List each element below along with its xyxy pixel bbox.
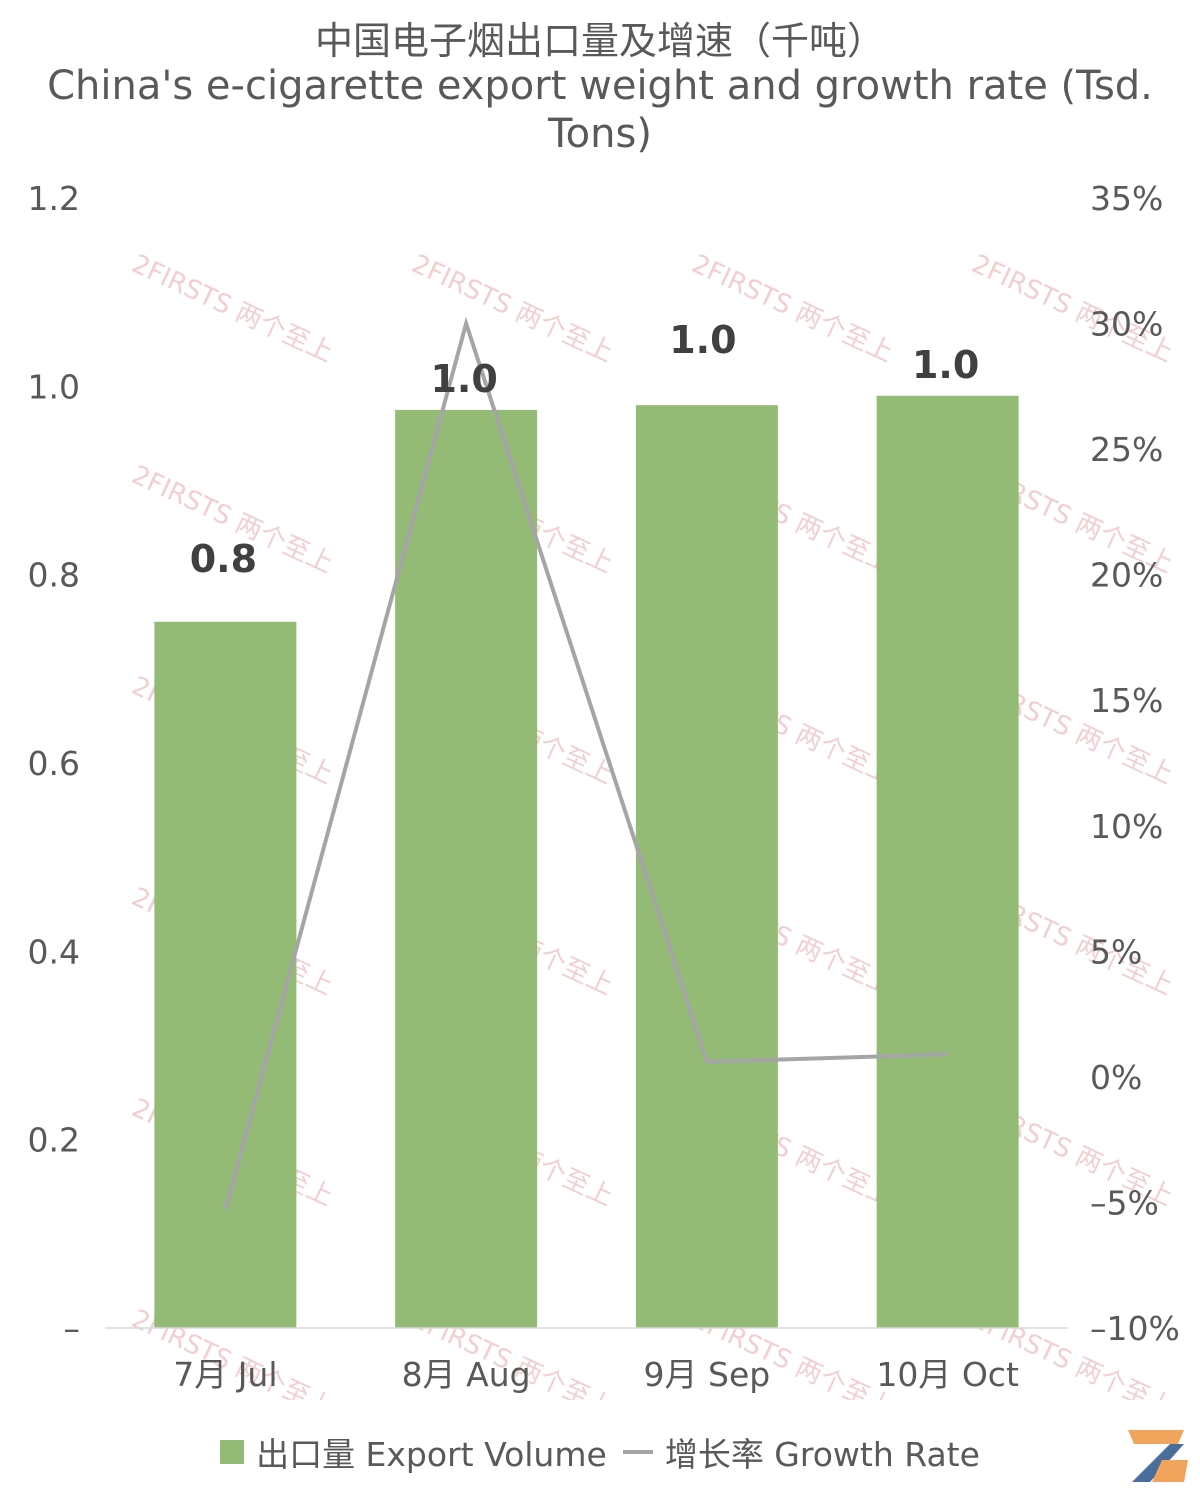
legend-bar-swatch <box>220 1440 245 1464</box>
data-labels: 0.8 1.0 1.0 1.0 <box>190 318 980 581</box>
right-axis: –10% –5% 0% 5% 10% 15% 20% 25% 30% 35% <box>1090 179 1180 1348</box>
y-right-tick-label-4: 10% <box>1090 807 1163 846</box>
x-tick-label-0: 7月 Jul <box>173 1355 277 1394</box>
growth-rate-line <box>223 316 948 1211</box>
y-right-tick-label-6: 20% <box>1090 556 1163 595</box>
y-right-tick-label-7: 25% <box>1090 430 1163 469</box>
y-left-tick-label-0: – <box>64 1309 81 1348</box>
bar-data-label-1: 1.0 <box>430 357 497 401</box>
y-right-tick-label-3: 5% <box>1090 932 1142 971</box>
y-right-tick-label-0: –10% <box>1090 1309 1180 1348</box>
brand-logo-icon <box>1128 1430 1188 1482</box>
legend-item-export-volume[interactable]: 出口量 Export Volume <box>220 1428 607 1476</box>
bar-1 <box>395 409 538 1328</box>
chart-title-en: China's e-cigarette export weight and gr… <box>47 63 1153 157</box>
x-tick-label-1: 8月 Aug <box>402 1355 531 1394</box>
legend-label-growth-rate: 增长率 Growth Rate <box>664 1435 980 1474</box>
legend-label-export-volume: 出口量 Export Volume <box>256 1435 607 1474</box>
x-tick-label-2: 9月 Sep <box>644 1355 771 1394</box>
bar-data-label-0: 0.8 <box>190 537 257 581</box>
y-right-tick-label-1: –5% <box>1090 1183 1159 1222</box>
y-left-tick-label-5: 1.0 <box>28 367 80 406</box>
line-series <box>223 316 948 1211</box>
y-right-tick-label-2: 0% <box>1090 1058 1142 1097</box>
chart-canvas: 2FIRSTS 两个至上 2FIRSTS 两个至上 2FIRSTS 两个至上 2FIR… <box>28 179 1180 1400</box>
x-axis: 7月 Jul 8月 Aug 9月 Sep 10月 Oct <box>105 1327 1068 1394</box>
legend: 出口量 Export Volume 增长率 Growth Rate <box>0 1428 1200 1476</box>
y-right-tick-label-8: 30% <box>1090 305 1163 344</box>
bar-0 <box>154 621 297 1328</box>
bar-data-label-2: 1.0 <box>669 318 736 362</box>
watermark-text: 2FIRSTS 两个至上 <box>407 249 618 368</box>
legend-line-swatch <box>622 1450 653 1454</box>
x-tick-label-3: 10月 Oct <box>876 1355 1019 1394</box>
y-left-tick-label-2: 0.4 <box>28 932 80 971</box>
y-right-tick-label-5: 15% <box>1090 681 1163 720</box>
y-left-tick-label-4: 0.8 <box>28 556 80 595</box>
bar-series <box>154 395 1019 1329</box>
y-right-tick-label-9: 35% <box>1090 179 1163 218</box>
left-axis: – 0.2 0.4 0.6 0.8 1.0 1.2 <box>28 179 80 1348</box>
bar-data-label-3: 1.0 <box>912 343 979 387</box>
chart-title-cn: 中国电子烟出口量及增速（千吨） <box>314 19 885 63</box>
watermark-text: 2FIRSTS 两个至上 <box>127 249 338 368</box>
bar-3 <box>876 395 1019 1328</box>
y-left-tick-label-6: 1.2 <box>28 179 80 218</box>
bar-2 <box>635 405 778 1329</box>
y-left-tick-label-3: 0.6 <box>28 744 80 783</box>
legend-item-growth-rate[interactable]: 增长率 Growth Rate <box>622 1428 980 1476</box>
y-left-tick-label-1: 0.2 <box>28 1121 80 1160</box>
